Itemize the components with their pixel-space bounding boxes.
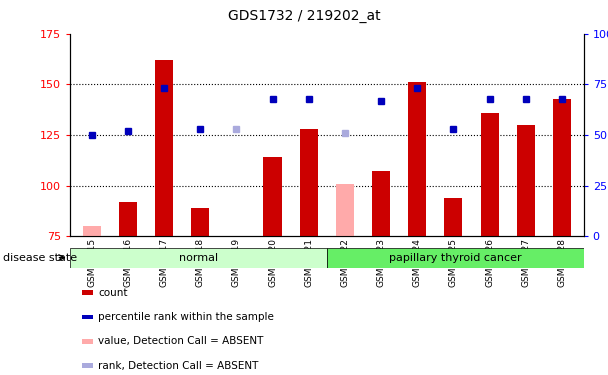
Text: papillary thyroid cancer: papillary thyroid cancer	[389, 253, 522, 263]
Bar	[191, 208, 209, 236]
Text: GDS1732 / 219202_at: GDS1732 / 219202_at	[227, 9, 381, 23]
Bar	[83, 226, 101, 236]
Bar	[408, 82, 426, 236]
Bar	[155, 60, 173, 236]
Text: count: count	[98, 288, 128, 297]
Bar	[336, 184, 354, 236]
Bar	[480, 113, 499, 236]
Bar	[444, 198, 463, 236]
Bar	[517, 125, 535, 236]
Bar	[372, 171, 390, 236]
Text: value, Detection Call = ABSENT: value, Detection Call = ABSENT	[98, 336, 263, 346]
Bar	[327, 248, 584, 268]
Text: disease state: disease state	[3, 253, 77, 262]
Text: rank, Detection Call = ABSENT: rank, Detection Call = ABSENT	[98, 361, 258, 370]
Bar	[70, 248, 327, 268]
Bar	[119, 202, 137, 236]
Bar	[300, 129, 318, 236]
Bar	[553, 99, 571, 236]
Text: normal: normal	[179, 253, 218, 263]
Text: percentile rank within the sample: percentile rank within the sample	[98, 312, 274, 322]
Bar	[263, 157, 282, 236]
